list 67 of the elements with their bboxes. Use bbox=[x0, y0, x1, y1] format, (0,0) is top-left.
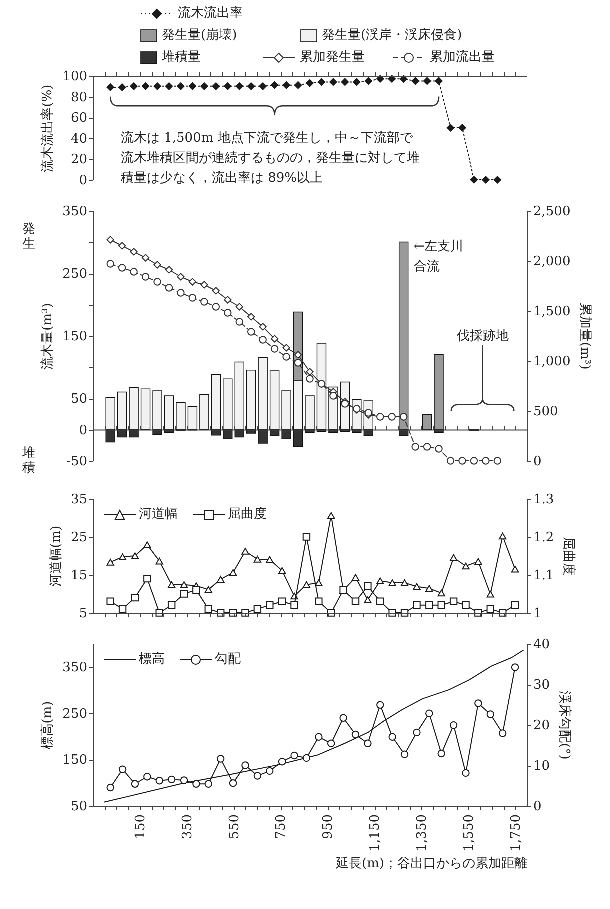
y2-tick-label: 1,000 bbox=[534, 354, 571, 370]
legend-label: 発生量(崩壊) bbox=[162, 28, 238, 44]
x-tick-label: 1,150 bbox=[368, 814, 384, 852]
legend-label: 累加発生量 bbox=[300, 50, 365, 66]
text: 堆積 bbox=[22, 446, 36, 476]
y-axis-title: 河道幅(m) bbox=[48, 526, 64, 588]
y2-tick-label: 1,500 bbox=[534, 304, 571, 320]
legend-label: 勾配 bbox=[215, 652, 241, 668]
annotation: ←左支川合流 bbox=[414, 239, 464, 274]
x-tick-label: 350 bbox=[180, 814, 196, 840]
y-tick-label: 150 bbox=[62, 753, 88, 768]
annotation: 流木は 1,500m 地点下流で発生し，中～下流部で流木堆積区間が連続するものの，発生量に対して堆積量は少なく，流出率は 89%以上 bbox=[121, 130, 420, 186]
y-axis-title: 流木量(m³) bbox=[40, 303, 56, 370]
y-tick-label: 250 bbox=[62, 267, 88, 282]
y-tick-label: 350 bbox=[62, 204, 88, 220]
legend-label: 堆積量 bbox=[162, 50, 201, 66]
y-tick-label: 80 bbox=[70, 90, 88, 106]
y2-tick-label: 30 bbox=[534, 678, 550, 693]
y-tick-label: 100 bbox=[62, 70, 88, 84]
legend-label: 屈曲度 bbox=[228, 507, 267, 523]
y2-tick-label: 0 bbox=[534, 800, 542, 814]
y2-axis-title: 渓床勾配(°) bbox=[557, 691, 572, 760]
x-tick-label: 150 bbox=[133, 814, 148, 840]
legend-label: 流木流出率 bbox=[178, 6, 243, 22]
x-axis-title: 延長(m)；谷出口からの累加距離 bbox=[335, 856, 528, 872]
y-tick-label: 20 bbox=[70, 152, 88, 168]
y-tick-label: 50 bbox=[70, 392, 88, 407]
annotation: 伐採跡地 bbox=[456, 328, 509, 344]
legend-label: 河道幅 bbox=[139, 507, 178, 523]
x-tick-label: 1,750 bbox=[508, 814, 524, 852]
y-tick-label: 25 bbox=[70, 530, 88, 546]
y-tick-label: 250 bbox=[62, 706, 88, 722]
x-tick-label: 1,350 bbox=[414, 814, 430, 852]
y-tick-label: 40 bbox=[70, 132, 88, 147]
x-tick-label: 550 bbox=[227, 814, 242, 840]
y2-tick-label: 1 bbox=[534, 606, 542, 622]
y2-tick-label: 1.2 bbox=[534, 530, 554, 546]
y2-axis-title: 累加量(m³) bbox=[578, 303, 593, 370]
y2-tick-label: 2,000 bbox=[534, 254, 571, 270]
y2-tick-label: 20 bbox=[534, 718, 550, 734]
y-tick-label: 0 bbox=[79, 174, 88, 188]
x-tick-label: 750 bbox=[274, 814, 290, 840]
y-tick-label: 35 bbox=[70, 492, 88, 508]
y2-tick-label: 10 bbox=[534, 759, 550, 774]
y-tick-label: 60 bbox=[70, 111, 88, 126]
x-tick-label: 950 bbox=[321, 814, 336, 840]
y-axis-title: 流木流出率(%) bbox=[40, 84, 56, 172]
text: 発生 bbox=[22, 222, 36, 252]
legend-label: 標高 bbox=[139, 652, 165, 668]
y2-tick-label: 1.1 bbox=[534, 568, 554, 584]
y2-tick-label: 1.3 bbox=[534, 492, 554, 508]
y-tick-label: 150 bbox=[62, 330, 88, 344]
y2-tick-label: 500 bbox=[534, 404, 558, 420]
y2-tick-label: 0 bbox=[534, 454, 542, 470]
y-tick-label: 350 bbox=[62, 660, 88, 676]
y-tick-label: 0 bbox=[79, 423, 88, 438]
y-tick-label: 5 bbox=[79, 606, 88, 622]
y-tick-label: -50 bbox=[66, 454, 88, 470]
legend-label: 発生量(渓岸・渓床侵食) bbox=[322, 28, 462, 44]
y2-tick-label: 2,500 bbox=[534, 204, 571, 220]
y2-tick-label: 40 bbox=[534, 638, 550, 652]
y-tick-label: 50 bbox=[70, 800, 88, 814]
legend-label: 累加流出量 bbox=[430, 50, 495, 66]
x-tick-label: 1,550 bbox=[462, 814, 477, 852]
y2-axis-title: 屈曲度 bbox=[561, 537, 578, 576]
y-axis-title: 標高(m) bbox=[40, 701, 56, 750]
y-tick-label: 15 bbox=[70, 568, 88, 584]
